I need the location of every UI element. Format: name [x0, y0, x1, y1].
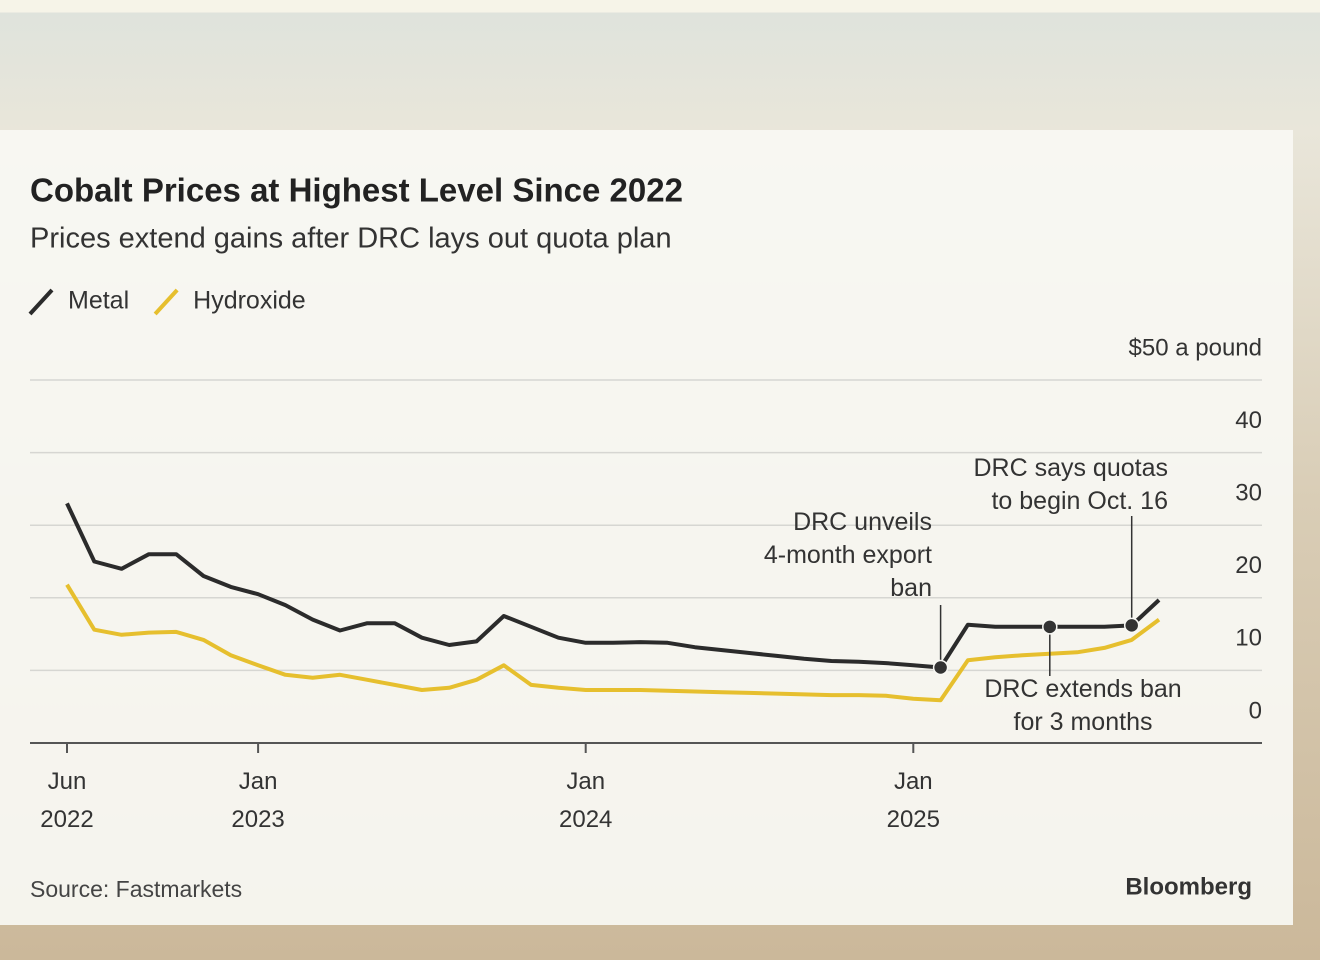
y-tick-label: 30 [1235, 480, 1262, 507]
x-tick-label: Jan 2025 [887, 768, 940, 833]
annotation-line: DRC says quotas [973, 454, 1168, 482]
x-tick-label-line: Jan [239, 768, 278, 795]
x-tick-label-line: Jun [48, 768, 87, 795]
legend-swatch [28, 288, 54, 316]
x-tick-label-line: 2023 [231, 806, 284, 833]
annotation-line: for 3 months [1014, 708, 1153, 736]
legend-label: Metal [68, 287, 129, 315]
brand: Bloomberg [1125, 873, 1252, 900]
y-tick-label: $50 a pound [1129, 334, 1262, 361]
annotation: DRC unveils 4-month export ban [764, 508, 932, 602]
series-line [65, 583, 1161, 703]
annotation-line: 4-month export [764, 541, 932, 569]
annotation-line: DRC extends ban [984, 675, 1181, 703]
x-tick-label-line: 2024 [559, 806, 612, 833]
x-tick-label: Jan 2024 [559, 768, 612, 833]
x-tick-label-line: Jan [566, 768, 605, 795]
annotation-line: to begin Oct. 16 [991, 487, 1168, 515]
source: Source: Fastmarkets [30, 876, 242, 902]
annotation-dot [1042, 619, 1058, 635]
y-tick-label: 10 [1235, 625, 1262, 652]
y-tick-label: 20 [1235, 552, 1262, 579]
x-tick-label-line: 2022 [40, 806, 93, 833]
annotation: DRC says quotas to begin Oct. 16 [973, 454, 1168, 515]
y-tick-label: 0 [1249, 697, 1262, 724]
x-tick-label: Jun 2022 [40, 768, 93, 833]
series-line [65, 502, 1161, 670]
annotation: DRC extends ban for 3 months [984, 675, 1181, 736]
x-tick-label-line: 2025 [887, 806, 940, 833]
chart-title: Cobalt Prices at Highest Level Since 202… [30, 172, 683, 209]
x-tick-label-line: Jan [894, 768, 933, 795]
annotation-line: ban [890, 574, 932, 602]
chart-subtitle: Prices extend gains after DRC lays out q… [30, 223, 672, 255]
annotation-dot [1123, 617, 1140, 634]
legend-label: Hydroxide [193, 287, 306, 315]
annotation-line: DRC unveils [793, 508, 932, 536]
annotation-dot [932, 659, 949, 676]
y-tick-label: 40 [1235, 407, 1262, 434]
card [0, 130, 1293, 925]
x-tick-label: Jan 2023 [231, 768, 284, 833]
legend-swatch [153, 288, 179, 316]
